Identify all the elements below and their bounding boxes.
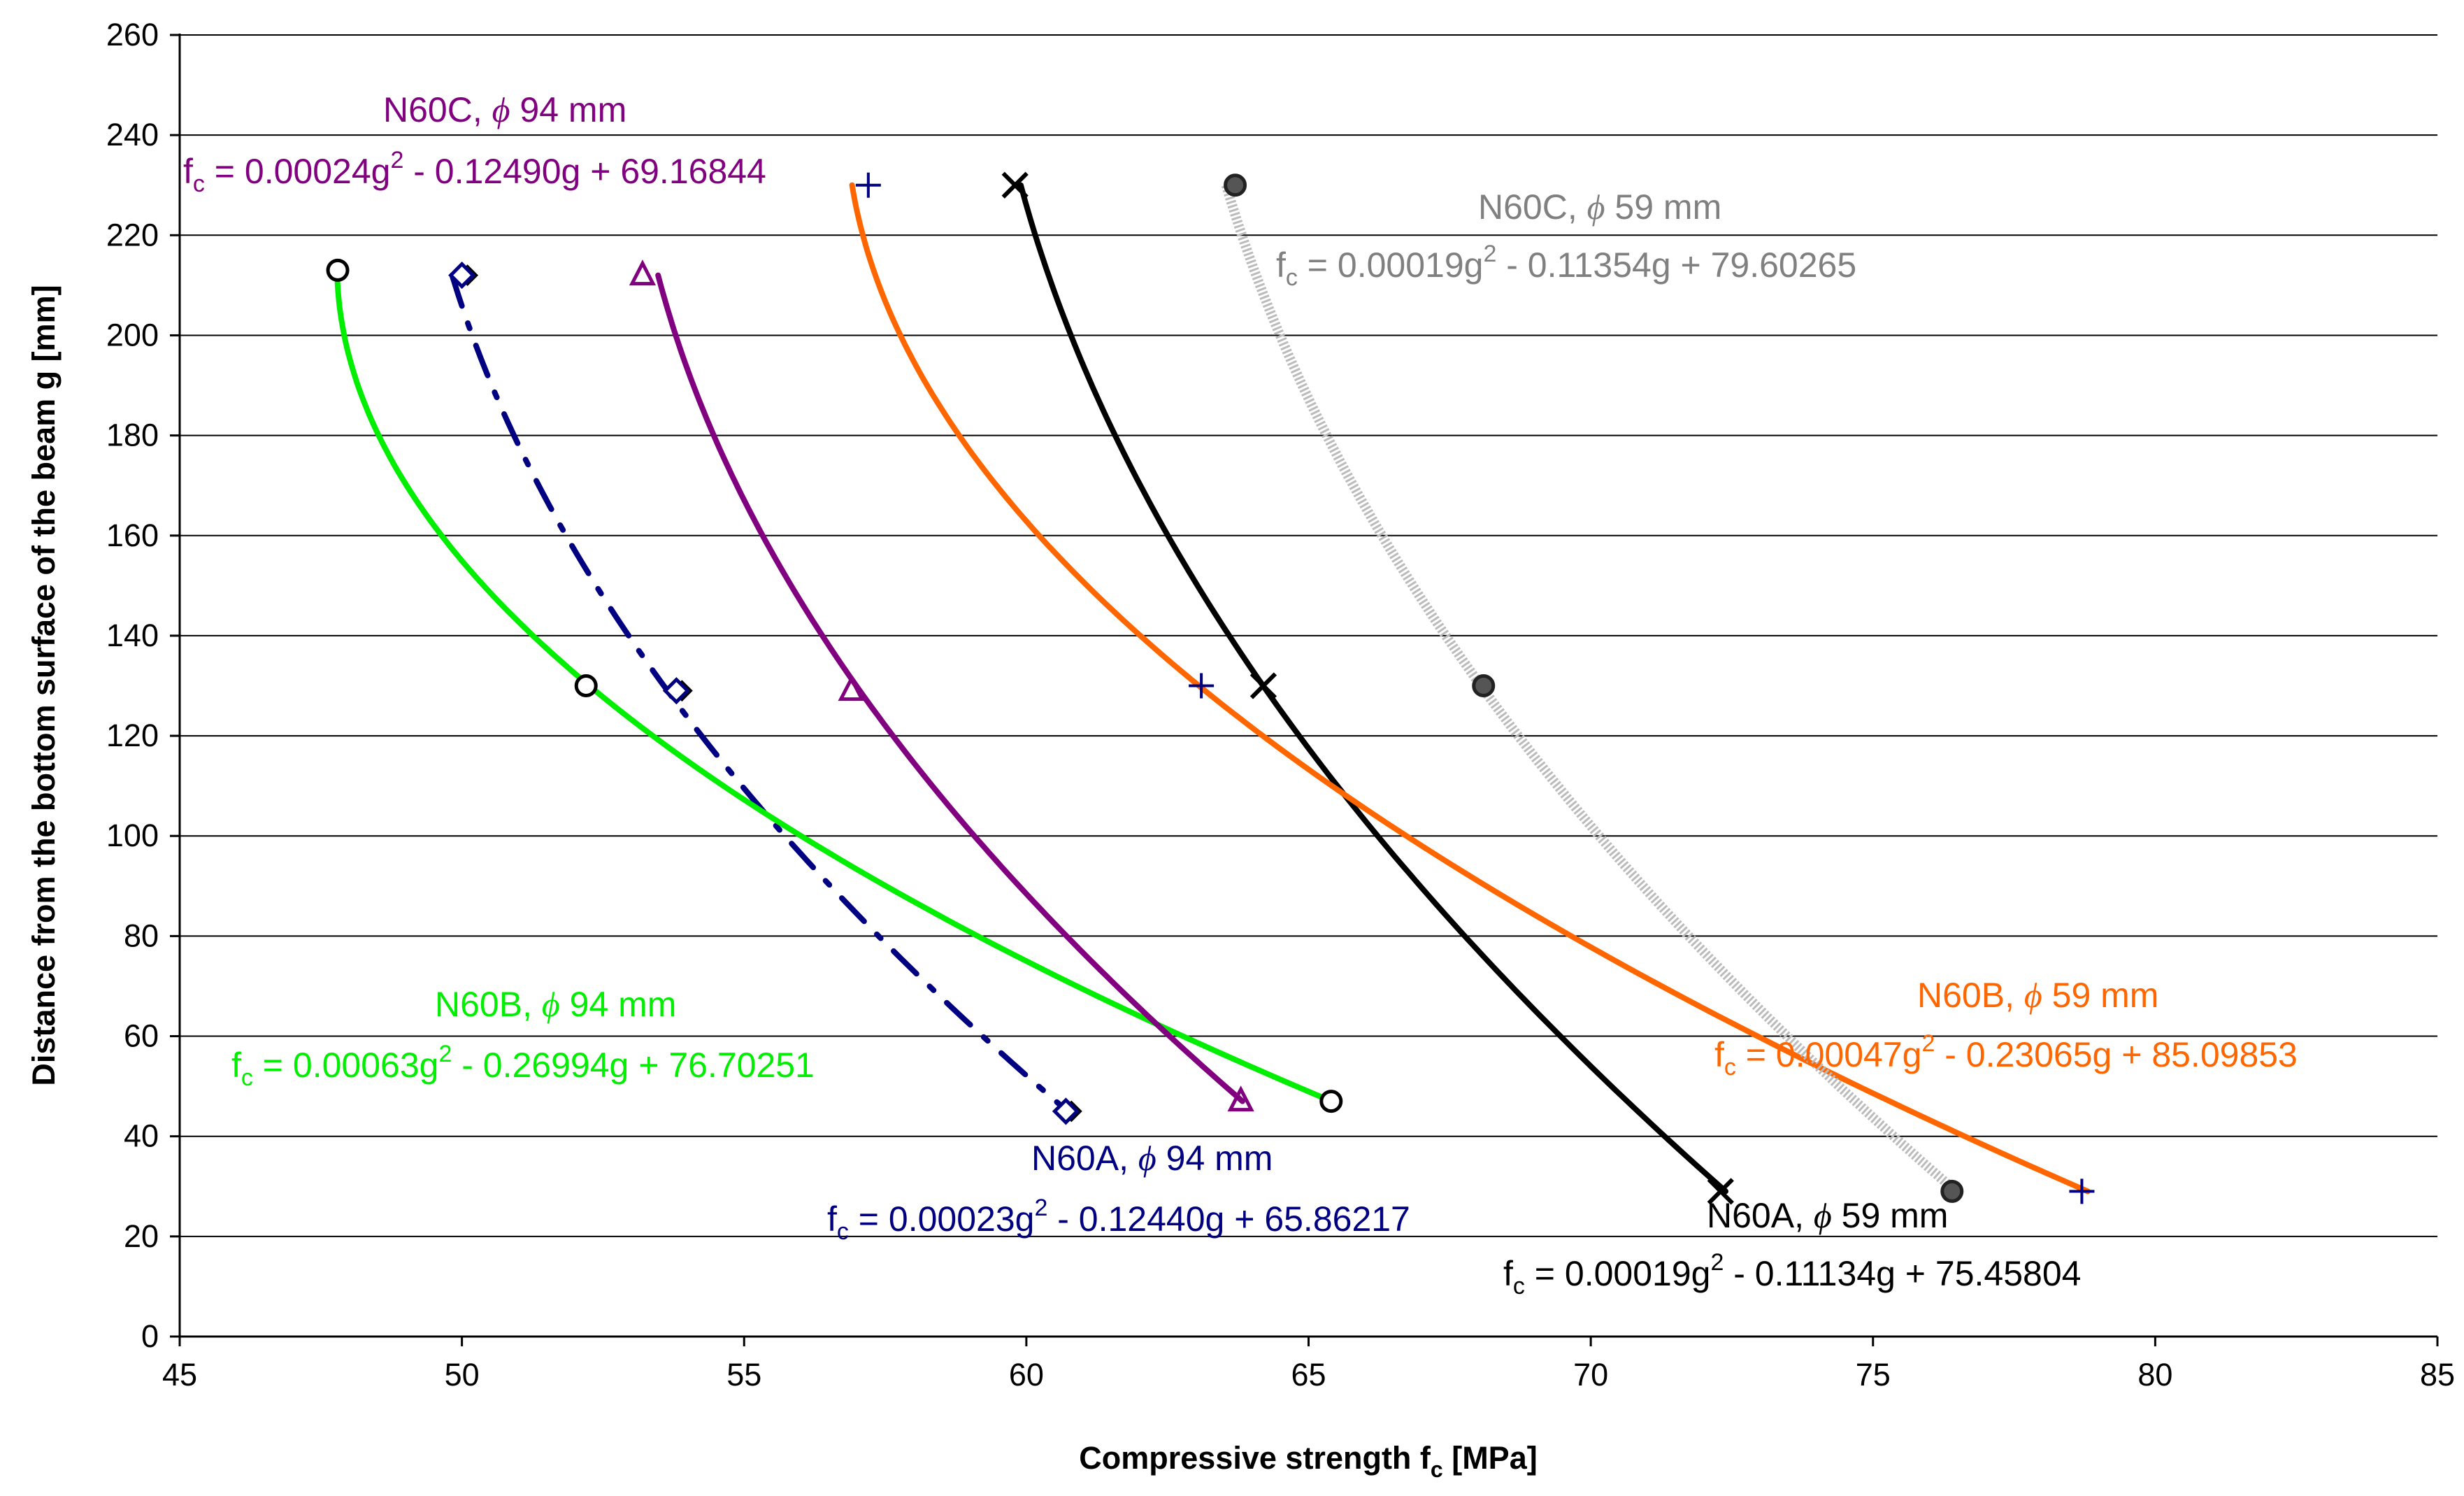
tick-label-y-80: 80 <box>124 918 159 953</box>
marker-series-3-2 <box>1707 1178 1734 1205</box>
marker-series-5-2 <box>1940 1179 1964 1203</box>
marker-series-3-0 <box>1001 171 1029 199</box>
annotation-n60a-94: N60A, ϕ 94 mm fc = 0.00023g2 - 0.12440g … <box>827 1139 1410 1245</box>
tick-label-y-40: 40 <box>124 1118 159 1154</box>
fit-equation: fc = 0.00023g2 - 0.12440g + 65.86217 <box>827 1195 1410 1245</box>
marker-series-4-0 <box>855 172 881 198</box>
marker-series-4-2 <box>2069 1178 2095 1204</box>
marker-series-2-2 <box>1227 1085 1254 1112</box>
annotation-n60a-59: N60A, ϕ 59 mm fc = 0.00019g2 - 0.11134g … <box>1503 1196 2081 1299</box>
tick-label-y-260: 260 <box>106 17 159 52</box>
tick-label-y-60: 60 <box>124 1018 159 1054</box>
tick-label-y-0: 0 <box>141 1318 159 1354</box>
tick-label-x-80: 80 <box>2137 1357 2172 1392</box>
tick-label-y-120: 120 <box>106 718 159 753</box>
marker-series-0-0 <box>448 262 476 290</box>
fit-equation: fc = 0.00024g2 - 0.12490g + 69.16844 <box>183 147 766 197</box>
marker-series-2-0 <box>629 259 657 286</box>
annotation-n60c-59: N60C, ϕ 59 mm fc = 0.00019g2 - 0.11354g … <box>1276 187 1856 291</box>
marker-series-0-2 <box>1052 1097 1080 1125</box>
tick-label-y-240: 240 <box>106 117 159 152</box>
marker-series-1-1 <box>574 674 598 697</box>
tick-label-x-60: 60 <box>1009 1357 1044 1392</box>
marker-series-1-0 <box>326 258 350 282</box>
fit-equation: fc = 0.00047g2 - 0.23065g + 85.09853 <box>1714 1030 2298 1081</box>
tick-label-y-160: 160 <box>106 518 159 553</box>
marker-series-2-1 <box>838 675 865 701</box>
marker-series-5-1 <box>1472 674 1496 697</box>
fit-curve-series-1 <box>334 267 1335 1104</box>
axis-ticks: 0 20 40 60 80 100 120 140 160 180 200 220 240 260 45 50… <box>106 17 2455 1392</box>
tick-label-y-220: 220 <box>106 217 159 252</box>
fit-curve-series-3 <box>1017 182 1728 1195</box>
tick-label-x-50: 50 <box>445 1357 480 1392</box>
annotation-n60c-94: N60C, ϕ 94 mm fc = 0.00024g2 - 0.12490g … <box>183 90 766 197</box>
marker-series-4-1 <box>1189 673 1215 699</box>
tick-label-x-70: 70 <box>1573 1357 1608 1392</box>
marker-series-3-1 <box>1249 672 1277 699</box>
tick-label-x-75: 75 <box>1856 1357 1891 1392</box>
marker-series-1-2 <box>1319 1090 1343 1113</box>
tick-label-y-140: 140 <box>106 618 159 653</box>
series-label: N60A, ϕ 59 mm <box>1707 1196 1948 1235</box>
tick-label-y-200: 200 <box>106 317 159 352</box>
annotation-n60b-59: N60B, ϕ 59 mm fc = 0.00047g2 - 0.23065g … <box>1714 976 2298 1081</box>
marker-series-5-0 <box>1224 173 1247 197</box>
tick-label-x-45: 45 <box>162 1357 197 1392</box>
fit-equation: fc = 0.00019g2 - 0.11354g + 79.60265 <box>1276 241 1856 291</box>
series-label: N60C, ϕ 94 mm <box>383 90 626 129</box>
grid-lines <box>180 34 2437 1237</box>
series-label: N60B, ϕ 59 mm <box>1917 976 2158 1015</box>
x-axis-title: Compressive strength fc [MPa] <box>1079 1440 1537 1482</box>
tick-label-y-180: 180 <box>106 418 159 453</box>
tick-label-y-100: 100 <box>106 818 159 853</box>
series-label: N60B, ϕ 94 mm <box>435 985 676 1024</box>
tick-label-y-20: 20 <box>124 1218 159 1254</box>
data-markers <box>326 171 2095 1205</box>
annotation-n60b-94: N60B, ϕ 94 mm fc = 0.00063g2 - 0.26994g … <box>231 985 815 1091</box>
marker-series-0-1 <box>662 677 690 705</box>
plot-area-frame <box>178 34 2437 1338</box>
fit-curve-series-2 <box>655 272 1245 1104</box>
fit-equation: fc = 0.00063g2 - 0.26994g + 76.70251 <box>231 1041 815 1091</box>
tick-label-x-55: 55 <box>726 1357 761 1392</box>
tick-label-x-85: 85 <box>2420 1357 2455 1392</box>
tick-label-x-65: 65 <box>1291 1357 1326 1392</box>
series-label: N60A, ϕ 94 mm <box>1031 1139 1273 1178</box>
series-label: N60C, ϕ 59 mm <box>1478 187 1721 227</box>
y-axis-title: Distance from the bottom surface of the … <box>26 285 62 1085</box>
fit-equation: fc = 0.00019g2 - 0.11134g + 75.45804 <box>1503 1249 2081 1299</box>
